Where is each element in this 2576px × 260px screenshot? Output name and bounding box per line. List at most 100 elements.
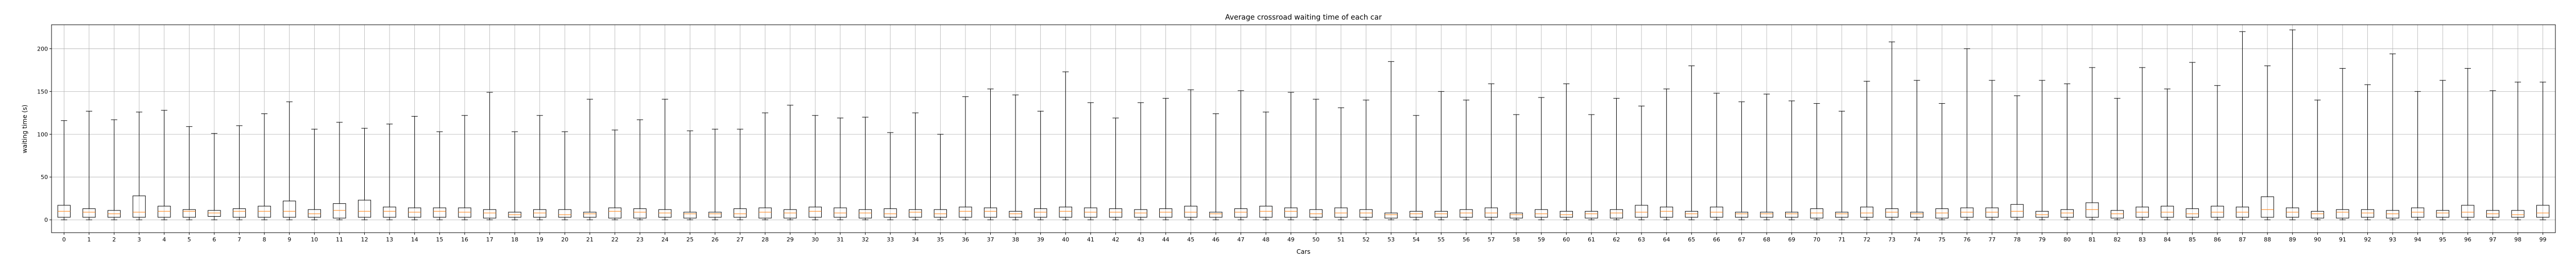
iqr-box <box>2286 207 2299 218</box>
x-tick-label: 32 <box>862 236 869 243</box>
iqr-box <box>2010 204 2024 218</box>
x-tick-label: 65 <box>1688 236 1695 243</box>
iqr-box <box>558 209 571 218</box>
box-car-20 <box>558 131 571 220</box>
iqr-box <box>1685 211 1698 218</box>
box-car-29 <box>784 105 797 220</box>
box-car-74 <box>1910 80 1924 220</box>
x-tick-label: 23 <box>636 236 643 243</box>
x-tick-label: 35 <box>937 236 944 243</box>
x-tick-label: 15 <box>436 236 443 243</box>
iqr-box <box>984 207 997 218</box>
iqr-box <box>1109 208 1123 218</box>
box-car-69 <box>1785 101 1799 220</box>
plot-frame <box>51 24 2556 233</box>
box-car-70 <box>1810 103 1823 220</box>
x-tick-label: 64 <box>1663 236 1670 243</box>
box-car-31 <box>834 118 847 220</box>
box-car-37 <box>984 88 997 220</box>
box-car-62 <box>1609 98 1623 220</box>
box-car-46 <box>1209 113 1223 220</box>
x-tick-label: 72 <box>1863 236 1871 243</box>
box-car-25 <box>683 131 697 220</box>
x-axis-label: Cars <box>1297 248 1311 255</box>
iqr-box <box>1159 208 1173 218</box>
box-car-24 <box>658 99 672 220</box>
box-car-54 <box>1410 115 1423 220</box>
iqr-box <box>1234 208 1248 218</box>
box-car-67 <box>1735 101 1749 220</box>
box-car-1 <box>82 111 96 220</box>
x-tick-label: 47 <box>1238 236 1245 243</box>
box-car-58 <box>1510 114 1523 220</box>
iqr-box <box>608 207 622 219</box>
box-car-36 <box>959 96 972 220</box>
box-car-35 <box>934 134 947 220</box>
x-tick-label: 67 <box>1738 236 1745 243</box>
box-car-59 <box>1535 97 1548 220</box>
box-car-90 <box>2311 100 2324 220</box>
box-car-34 <box>909 112 922 220</box>
x-tick-label: 53 <box>1387 236 1395 243</box>
box-car-94 <box>2411 91 2425 220</box>
box-car-79 <box>2036 80 2049 220</box>
box-car-11 <box>333 122 346 220</box>
x-tick-label: 55 <box>1437 236 1445 243</box>
x-tick-label: 14 <box>411 236 418 243</box>
box-car-15 <box>433 131 446 220</box>
x-tick-label: 6 <box>212 236 216 243</box>
box-car-63 <box>1635 106 1648 220</box>
iqr-box <box>1760 212 1773 218</box>
box-car-38 <box>1009 94 1022 220</box>
iqr-box <box>2361 209 2375 218</box>
x-tick-label: 0 <box>62 236 66 243</box>
box-car-16 <box>458 115 471 220</box>
x-tick-label: 34 <box>912 236 919 243</box>
box-car-27 <box>733 128 747 220</box>
iqr-box <box>1960 207 1974 218</box>
x-tick-label: 69 <box>1788 236 1795 243</box>
iqr-box <box>208 210 221 217</box>
x-tick-label: 76 <box>1963 236 1971 243</box>
x-tick-label: 31 <box>837 236 844 243</box>
iqr-box <box>1585 211 1598 219</box>
x-tick-label: 41 <box>1087 236 1094 243</box>
box-car-88 <box>2261 66 2274 220</box>
iqr-box <box>1410 211 1423 218</box>
x-tick-label: 78 <box>2013 236 2021 243</box>
box-car-65 <box>1685 66 1698 220</box>
iqr-box <box>1209 212 1223 218</box>
x-tick-label: 61 <box>1588 236 1595 243</box>
iqr-box <box>1384 213 1398 219</box>
iqr-box <box>959 206 972 218</box>
iqr-box <box>834 207 847 218</box>
box-car-19 <box>533 115 547 220</box>
x-tick-label: 91 <box>2339 236 2346 243</box>
x-tick-label: 98 <box>2514 236 2521 243</box>
box-car-9 <box>283 101 296 220</box>
x-tick-label: 99 <box>2539 236 2547 243</box>
iqr-box <box>858 209 872 219</box>
box-car-5 <box>182 126 196 220</box>
iqr-box <box>1860 206 1874 218</box>
box-car-30 <box>808 115 822 220</box>
iqr-box <box>708 212 722 218</box>
iqr-box <box>2386 210 2399 219</box>
box-car-12 <box>358 128 371 220</box>
box-car-99 <box>2536 82 2550 220</box>
iqr-box <box>2211 206 2224 218</box>
x-tick-label: 96 <box>2464 236 2471 243</box>
iqr-box <box>1535 209 1548 218</box>
box-car-44 <box>1159 98 1173 220</box>
iqr-box <box>458 207 471 218</box>
x-tick-label: 94 <box>2414 236 2421 243</box>
x-tick-label: 49 <box>1287 236 1295 243</box>
x-tick-label: 70 <box>1813 236 1820 243</box>
iqr-box <box>1985 207 1999 218</box>
iqr-box <box>2311 211 2324 219</box>
iqr-box <box>533 209 547 218</box>
iqr-box <box>1910 212 1924 218</box>
box-car-26 <box>708 128 722 220</box>
